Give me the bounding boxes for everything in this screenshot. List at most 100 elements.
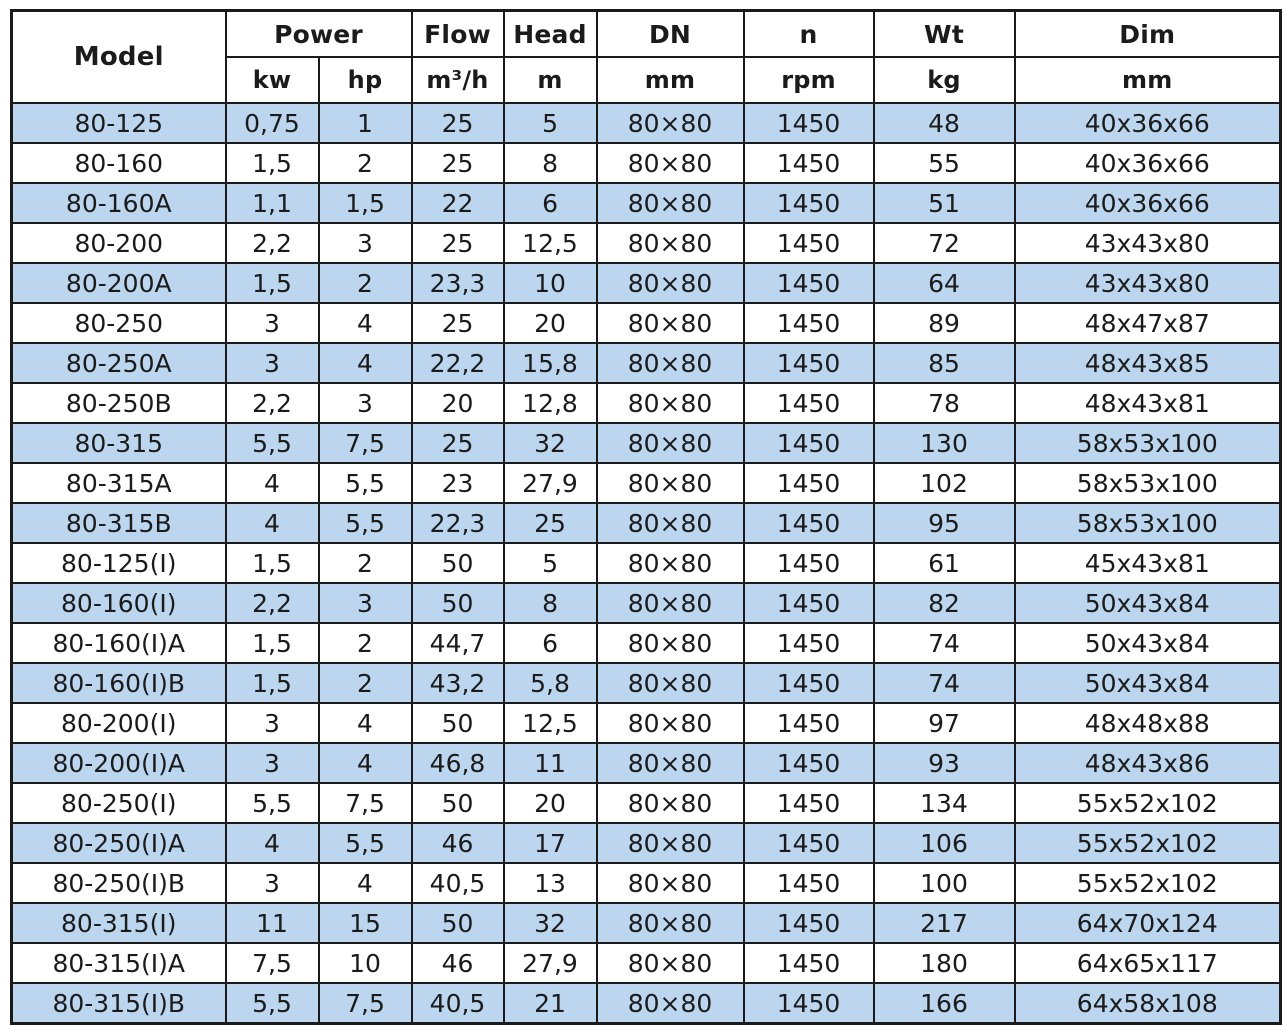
cell-n: 1450 bbox=[742, 462, 875, 504]
cell-kw: 2,2 bbox=[224, 222, 320, 264]
cell-dn: 80×80 bbox=[595, 582, 745, 624]
cell-dn: 80×80 bbox=[595, 462, 745, 504]
cell-head: 27,9 bbox=[502, 942, 598, 984]
table-header: Model Power Flow Head DN n Wt Dim kw hp … bbox=[10, 9, 1282, 104]
column-header-dn: DN bbox=[595, 9, 745, 58]
cell-dim: 50x43x84 bbox=[1013, 582, 1282, 624]
table-row: 80-250B 2,2 3 20 12,8 80×80 1450 78 48x43x81 bbox=[10, 382, 1282, 424]
table-row: 80-200A 1,5 2 23,3 10 80×80 1450 64 43x43x80 bbox=[10, 262, 1282, 304]
cell-model: 80-200 bbox=[10, 222, 227, 264]
cell-head: 12,5 bbox=[502, 702, 598, 744]
cell-n: 1450 bbox=[742, 902, 875, 944]
cell-kw: 5,5 bbox=[224, 422, 320, 464]
cell-head: 12,8 bbox=[502, 382, 598, 424]
cell-head: 12,5 bbox=[502, 222, 598, 264]
cell-hp: 5,5 bbox=[317, 502, 413, 544]
cell-dim: 48x47x87 bbox=[1013, 302, 1282, 344]
cell-wt: 51 bbox=[872, 182, 1016, 224]
cell-model: 80-160(I) bbox=[10, 582, 227, 624]
cell-model: 80-160(I)B bbox=[10, 662, 227, 704]
column-header-n: n bbox=[742, 9, 875, 58]
cell-wt: 97 bbox=[872, 702, 1016, 744]
cell-dn: 80×80 bbox=[595, 382, 745, 424]
cell-kw: 0,75 bbox=[224, 102, 320, 144]
cell-flow: 44,7 bbox=[410, 622, 505, 664]
cell-hp: 4 bbox=[317, 702, 413, 744]
unit-header-head: m bbox=[502, 56, 598, 104]
cell-n: 1450 bbox=[742, 222, 875, 264]
table-row: 80-315A 4 5,5 23 27,9 80×80 1450 102 58x53x100 bbox=[10, 462, 1282, 504]
cell-dim: 48x43x81 bbox=[1013, 382, 1282, 424]
cell-n: 1450 bbox=[742, 822, 875, 864]
cell-hp: 2 bbox=[317, 262, 413, 304]
cell-model: 80-315(I) bbox=[10, 902, 227, 944]
cell-hp: 7,5 bbox=[317, 422, 413, 464]
cell-model: 80-250(I)A bbox=[10, 822, 227, 864]
column-header-head: Head bbox=[502, 9, 598, 58]
cell-head: 8 bbox=[502, 142, 598, 184]
cell-wt: 102 bbox=[872, 462, 1016, 504]
cell-wt: 85 bbox=[872, 342, 1016, 384]
cell-dim: 58x53x100 bbox=[1013, 462, 1282, 504]
cell-head: 13 bbox=[502, 862, 598, 904]
cell-dim: 58x53x100 bbox=[1013, 422, 1282, 464]
unit-header-kw: kw bbox=[224, 56, 320, 104]
cell-head: 20 bbox=[502, 302, 598, 344]
cell-hp: 4 bbox=[317, 742, 413, 784]
cell-head: 5 bbox=[502, 542, 598, 584]
cell-dn: 80×80 bbox=[595, 662, 745, 704]
cell-dim: 64x65x117 bbox=[1013, 942, 1282, 984]
cell-flow: 22 bbox=[410, 182, 505, 224]
cell-wt: 82 bbox=[872, 582, 1016, 624]
cell-dn: 80×80 bbox=[595, 102, 745, 144]
cell-model: 80-200A bbox=[10, 262, 227, 304]
cell-n: 1450 bbox=[742, 502, 875, 544]
cell-dim: 55x52x102 bbox=[1013, 822, 1282, 864]
cell-hp: 7,5 bbox=[317, 982, 413, 1025]
cell-n: 1450 bbox=[742, 302, 875, 344]
column-header-wt: Wt bbox=[872, 9, 1016, 58]
column-header-power: Power bbox=[224, 9, 413, 58]
cell-hp: 3 bbox=[317, 582, 413, 624]
cell-kw: 3 bbox=[224, 702, 320, 744]
cell-dn: 80×80 bbox=[595, 862, 745, 904]
cell-flow: 40,5 bbox=[410, 862, 505, 904]
cell-n: 1450 bbox=[742, 342, 875, 384]
cell-n: 1450 bbox=[742, 542, 875, 584]
cell-wt: 89 bbox=[872, 302, 1016, 344]
cell-dn: 80×80 bbox=[595, 342, 745, 384]
cell-kw: 7,5 bbox=[224, 942, 320, 984]
table-row: 80-125 0,75 1 25 5 80×80 1450 48 40x36x66 bbox=[10, 102, 1282, 144]
cell-model: 80-315 bbox=[10, 422, 227, 464]
cell-kw: 1,5 bbox=[224, 662, 320, 704]
cell-n: 1450 bbox=[742, 782, 875, 824]
table-row: 80-200(I)A 3 4 46,8 11 80×80 1450 93 48x43x86 bbox=[10, 742, 1282, 784]
cell-dim: 64x70x124 bbox=[1013, 902, 1282, 944]
cell-hp: 2 bbox=[317, 142, 413, 184]
cell-flow: 40,5 bbox=[410, 982, 505, 1025]
cell-model: 80-125(I) bbox=[10, 542, 227, 584]
cell-dn: 80×80 bbox=[595, 942, 745, 984]
cell-dim: 48x48x88 bbox=[1013, 702, 1282, 744]
cell-n: 1450 bbox=[742, 582, 875, 624]
cell-model: 80-315(I)A bbox=[10, 942, 227, 984]
cell-wt: 217 bbox=[872, 902, 1016, 944]
cell-n: 1450 bbox=[742, 622, 875, 664]
cell-n: 1450 bbox=[742, 142, 875, 184]
cell-dn: 80×80 bbox=[595, 222, 745, 264]
cell-hp: 4 bbox=[317, 342, 413, 384]
cell-model: 80-125 bbox=[10, 102, 227, 144]
cell-kw: 2,2 bbox=[224, 382, 320, 424]
cell-model: 80-250(I) bbox=[10, 782, 227, 824]
cell-model: 80-250A bbox=[10, 342, 227, 384]
cell-n: 1450 bbox=[742, 982, 875, 1025]
unit-header-hp: hp bbox=[317, 56, 413, 104]
cell-flow: 22,3 bbox=[410, 502, 505, 544]
unit-header-flow: m³/h bbox=[410, 56, 505, 104]
cell-flow: 46 bbox=[410, 942, 505, 984]
table-row: 80-250A 3 4 22,2 15,8 80×80 1450 85 48x43x85 bbox=[10, 342, 1282, 384]
cell-kw: 3 bbox=[224, 742, 320, 784]
cell-flow: 50 bbox=[410, 542, 505, 584]
cell-kw: 1,5 bbox=[224, 142, 320, 184]
cell-wt: 134 bbox=[872, 782, 1016, 824]
